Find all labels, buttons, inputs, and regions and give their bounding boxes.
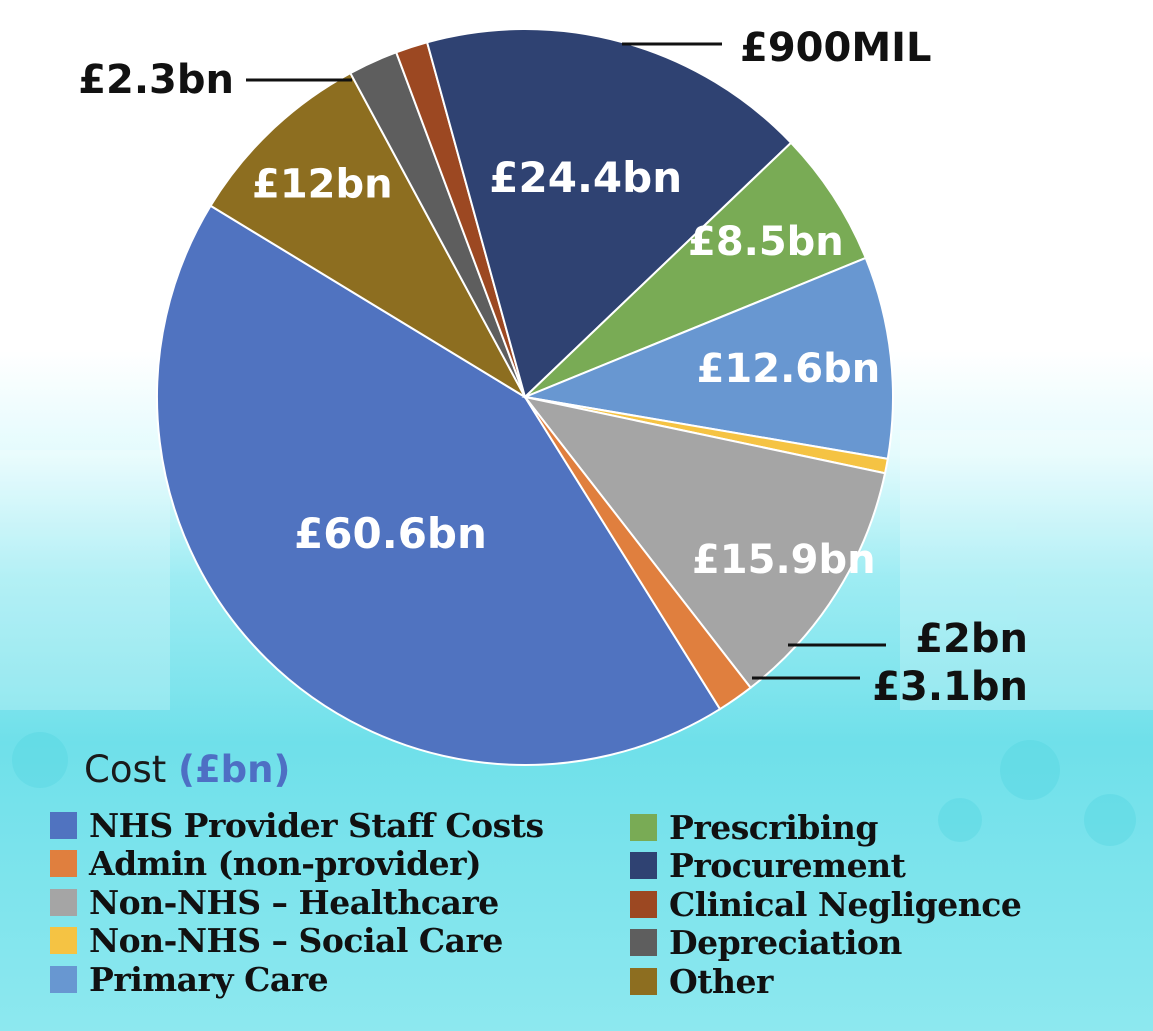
slice-label-non-nhs-social-care: £900MIL xyxy=(740,25,932,71)
slice-label-procurement: £24.4bn xyxy=(489,153,682,202)
legend-label: Prescribing xyxy=(669,807,878,847)
legend-label: Admin (non-provider) xyxy=(89,844,482,884)
legend-label: Other xyxy=(669,961,773,1001)
legend-item: Primary Care xyxy=(50,960,544,999)
pie-slice-primary-care xyxy=(521,256,894,461)
legend-swatch xyxy=(50,927,77,955)
legend-label: NHS Provider Staff Costs xyxy=(89,805,544,845)
legend-item: NHS Provider Staff Costs xyxy=(50,806,544,845)
legend-item: Clinical Negligence xyxy=(630,884,1022,924)
legend-item: Other xyxy=(630,962,1021,1001)
slice-label-primary-care: £12.6bn xyxy=(697,346,881,392)
slice-label-depreciation: £3.1bn xyxy=(872,664,1028,710)
legend-left-column: NHS Provider Staff Costs Admin (non-prov… xyxy=(50,806,544,999)
legend-item: Admin (non-provider) xyxy=(50,844,544,884)
slice-label-nhs-provider-staff-costs: £60.6bn xyxy=(294,509,487,558)
slice-label-admin-non-provider: £2.3bn xyxy=(78,57,234,103)
slice-label-non-nhs-healthcare: £15.9bn xyxy=(692,537,876,583)
pie-slice-procurement xyxy=(425,28,793,399)
legend-label: Primary Care xyxy=(89,959,329,999)
pie-slice-non-nhs-healthcare xyxy=(522,395,887,690)
legend-swatch xyxy=(50,965,77,993)
legend-item: Procurement xyxy=(630,846,1021,886)
legend-label: Non-NHS – Healthcare xyxy=(89,882,499,922)
legend-swatch xyxy=(630,852,657,880)
legend-swatch xyxy=(630,929,657,957)
legend-item: Prescribing xyxy=(630,808,1021,847)
legend-label: Clinical Negligence xyxy=(669,884,1022,924)
pie-slice-nhs-provider-staff-costs xyxy=(156,204,722,766)
legend-swatch xyxy=(50,811,77,839)
legend-title-text: Cost xyxy=(84,748,167,791)
legend-item: Non-NHS – Healthcare xyxy=(50,883,544,922)
legend-label: Procurement xyxy=(669,846,906,886)
legend-swatch xyxy=(630,967,657,995)
legend-label: Depreciation xyxy=(669,923,902,963)
pie-slice-prescribing xyxy=(524,141,868,398)
legend-item: Depreciation xyxy=(630,923,1021,963)
legend-unit: (£bn) xyxy=(178,748,291,791)
pie-slice-admin-non-provider xyxy=(524,396,753,711)
legend-swatch xyxy=(50,888,77,916)
legend-title: Cost (£bn) xyxy=(84,748,290,791)
slice-label-other: £12bn xyxy=(252,162,393,208)
legend-label: Non-NHS – Social Care xyxy=(89,921,503,961)
legend-swatch xyxy=(630,890,657,918)
legend-swatch xyxy=(630,813,657,841)
legend-right-column: Prescribing Procurement Clinical Neglige… xyxy=(630,808,1022,1001)
slice-label-prescribing: £8.5bn xyxy=(688,219,844,265)
slice-label-clinical-negligence: £2bn xyxy=(915,616,1028,662)
legend-swatch xyxy=(50,850,77,878)
legend-item: Non-NHS – Social Care xyxy=(50,921,544,961)
